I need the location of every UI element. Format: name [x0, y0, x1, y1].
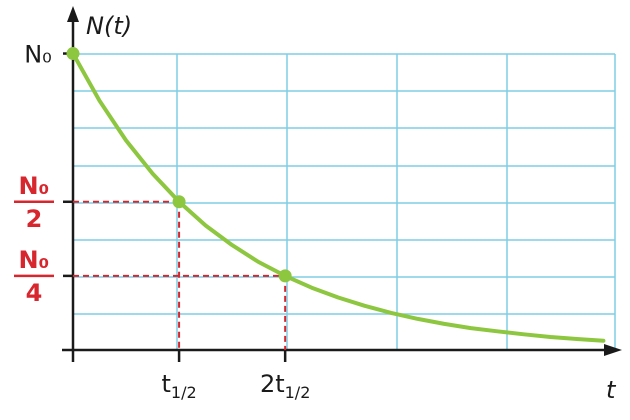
point	[66, 47, 80, 61]
y-tick-label: N₀/4	[19, 246, 51, 307]
curve	[71, 51, 606, 343]
y-tick-label: N₀	[24, 41, 52, 69]
point	[172, 195, 186, 209]
x-tick-label: 2t1/2	[260, 370, 310, 402]
x-axis-label: t	[606, 376, 617, 404]
y-axis-label: N(t)	[86, 12, 132, 40]
grid	[73, 53, 616, 350]
y-arrow	[67, 6, 79, 22]
point	[278, 269, 292, 283]
x-arrow	[604, 344, 622, 356]
axes	[62, 18, 606, 362]
x-tick-label: t1/2	[161, 370, 196, 402]
y-tick-label: N₀/2	[19, 172, 51, 233]
